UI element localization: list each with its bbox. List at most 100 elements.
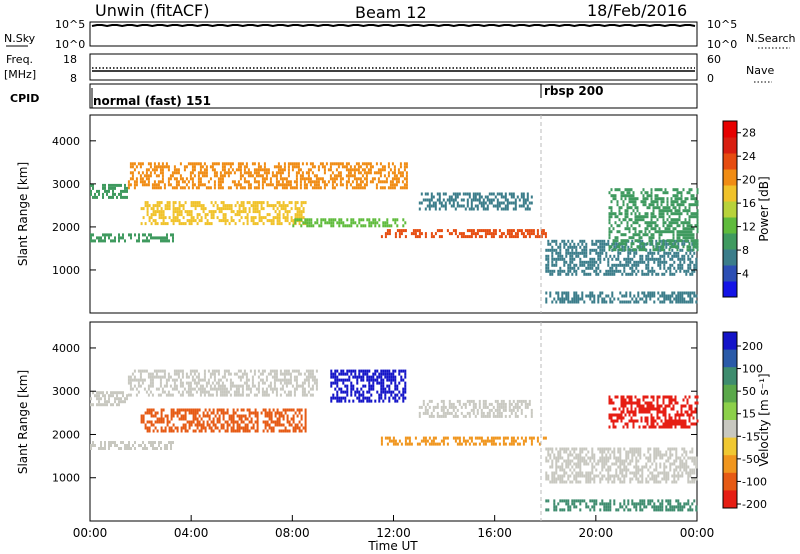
data-cell [659, 300, 662, 304]
data-cell [676, 236, 679, 240]
data-cell [237, 168, 240, 172]
data-cell [599, 508, 602, 512]
data-cell [573, 251, 576, 255]
data-cell [651, 251, 654, 255]
data-cell [327, 180, 330, 184]
data-cell [468, 207, 471, 211]
data-cell [309, 393, 312, 397]
data-cell [162, 429, 165, 433]
data-cell [424, 232, 427, 236]
data-cell [526, 232, 529, 236]
data-cell [651, 269, 654, 273]
data-cell [571, 465, 574, 469]
data-cell [341, 183, 344, 187]
data-cell [631, 456, 634, 460]
data-cell [557, 297, 560, 301]
data-cell [177, 369, 180, 373]
data-cell [329, 162, 332, 166]
data-cell [212, 204, 215, 208]
data-cell [219, 171, 222, 175]
data-cell [244, 417, 247, 421]
data-cell [565, 447, 568, 451]
data-cell [470, 198, 473, 202]
velocity-data [90, 369, 699, 512]
data-cell [255, 180, 258, 184]
data-cell [393, 183, 396, 187]
data-cell [565, 499, 568, 503]
data-cell [613, 447, 616, 451]
data-cell [671, 300, 674, 304]
data-cell [605, 456, 608, 460]
data-cell [204, 222, 207, 226]
data-cell [516, 195, 519, 199]
data-cell [683, 447, 686, 451]
data-cell [674, 221, 677, 225]
data-cell [691, 459, 694, 463]
data-cell [104, 441, 106, 444]
data-cell [424, 408, 427, 412]
data-cell [693, 263, 696, 267]
data-cell [130, 233, 132, 237]
data-cell [628, 236, 631, 240]
data-cell [353, 168, 356, 172]
data-cell [199, 168, 202, 172]
data-cell [599, 477, 602, 481]
data-cell [202, 414, 205, 418]
data-cell [127, 381, 130, 385]
data-cell [422, 436, 425, 440]
data-cell [684, 209, 687, 213]
data-cell [689, 450, 692, 454]
data-cell [175, 369, 178, 373]
data-cell [135, 378, 138, 382]
data-cell [635, 465, 638, 469]
data-cell [653, 480, 656, 484]
data-cell [656, 203, 659, 207]
data-cell [273, 186, 276, 190]
data-cell [197, 387, 200, 391]
data-cell [597, 251, 600, 255]
data-cell [694, 197, 697, 201]
data-cell [432, 439, 435, 443]
data-cell [361, 180, 364, 184]
data-cell [227, 162, 230, 166]
data-cell [124, 444, 126, 447]
data-cell [191, 183, 194, 187]
data-cell [655, 505, 658, 509]
data-cell [663, 477, 666, 481]
data-cell [357, 165, 360, 169]
data-cell [166, 233, 168, 237]
data-cell [670, 203, 673, 207]
data-cell [691, 480, 694, 484]
data-cell [446, 436, 449, 440]
data-cell [607, 471, 610, 475]
data-cell [149, 390, 152, 394]
data-cell [227, 174, 230, 178]
data-cell [668, 221, 671, 225]
data-cell [185, 183, 188, 187]
data-cell [387, 171, 390, 175]
data-cell [253, 372, 256, 376]
data-cell [225, 162, 228, 166]
data-cell [500, 235, 503, 239]
data-cell [456, 414, 459, 418]
data-cell [304, 420, 307, 424]
data-cell [561, 468, 564, 472]
data-cell [257, 369, 260, 373]
data-cell [285, 393, 288, 397]
data-cell [512, 195, 515, 199]
data-cell [643, 294, 646, 298]
data-cell [152, 441, 154, 444]
data-cell [638, 224, 641, 228]
data-cell [524, 402, 527, 406]
data-cell [613, 499, 616, 503]
data-cell [369, 180, 372, 184]
data-cell [691, 248, 694, 252]
data-cell [104, 236, 106, 240]
data-cell [178, 213, 181, 217]
data-cell [182, 417, 185, 421]
noise-tick-right-top: 10^5 [707, 18, 737, 31]
data-cell [150, 414, 153, 418]
data-cell [420, 192, 423, 196]
data-cell [494, 408, 497, 412]
data-cell [693, 266, 696, 270]
